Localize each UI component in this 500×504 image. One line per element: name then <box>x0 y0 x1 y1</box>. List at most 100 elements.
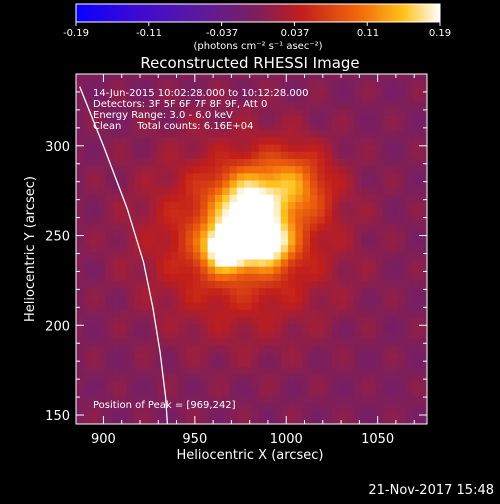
heatmap-pixel <box>200 187 209 195</box>
heatmap-pixel <box>324 244 333 253</box>
heatmap-pixel <box>119 301 128 310</box>
heatmap-pixel <box>266 316 275 325</box>
heatmap-pixel <box>368 100 377 109</box>
heatmap-pixel <box>361 380 370 389</box>
heatmap-pixel <box>310 179 318 188</box>
heatmap-pixel <box>214 402 223 411</box>
heatmap-pixel <box>331 337 340 346</box>
heatmap-pixel <box>119 129 128 138</box>
heatmap-pixel <box>397 388 406 396</box>
heatmap-pixel <box>236 74 245 80</box>
heatmap-pixel <box>324 108 333 116</box>
heatmap-pixel <box>163 330 172 339</box>
heatmap-pixel <box>105 388 114 396</box>
heatmap-pixel <box>383 122 392 131</box>
heatmap-pixel <box>83 395 92 404</box>
heatmap-pixel <box>412 230 421 238</box>
heatmap-pixel <box>207 380 216 389</box>
heatmap-pixel <box>266 100 275 109</box>
heatmap-pixel <box>163 194 172 203</box>
heatmap-pixel <box>280 136 289 145</box>
heatmap-pixel <box>119 79 128 88</box>
heatmap-pixel <box>178 79 187 88</box>
heatmap-pixel <box>273 108 282 116</box>
heatmap-pixel <box>273 115 282 124</box>
heatmap-pixel <box>419 373 427 382</box>
heatmap-pixel <box>163 158 172 167</box>
heatmap-pixel <box>119 287 128 296</box>
heatmap-pixel <box>324 144 333 152</box>
heatmap-pixel <box>317 237 326 246</box>
heatmap-pixel <box>119 294 128 303</box>
heatmap-pixel <box>105 330 114 339</box>
heatmap-pixel <box>112 215 121 224</box>
heatmap-pixel <box>76 158 84 167</box>
heatmap-pixel <box>207 74 216 80</box>
heatmap-pixel <box>258 129 267 138</box>
heatmap-pixel <box>339 380 348 389</box>
heatmap-pixel <box>193 208 201 217</box>
heatmap-pixel <box>375 280 384 289</box>
heatmap-pixel <box>163 409 172 418</box>
heatmap-pixel <box>76 108 84 116</box>
heatmap-pixel <box>288 215 296 224</box>
heatmap-pixel <box>163 237 172 246</box>
heatmap-pixel <box>105 230 114 238</box>
heatmap-pixel <box>412 258 421 267</box>
heatmap-pixel <box>76 74 84 80</box>
heatmap-pixel <box>331 359 340 368</box>
heatmap-pixel <box>236 172 245 181</box>
heatmap-pixel <box>375 115 384 124</box>
heatmap-pixel <box>310 108 318 116</box>
heatmap-pixel <box>405 309 413 317</box>
heatmap-pixel <box>127 309 136 317</box>
heatmap-pixel <box>156 93 165 102</box>
heatmap-pixel <box>229 100 238 109</box>
heatmap-pixel <box>390 409 399 418</box>
x-tick-label: 1050 <box>361 432 394 447</box>
heatmap-pixel <box>222 86 231 95</box>
heatmap-pixel <box>324 402 333 411</box>
heatmap-pixel <box>280 93 289 102</box>
heatmap-pixel <box>236 86 245 95</box>
heatmap-pixel <box>353 309 362 317</box>
heatmap-pixel <box>214 316 223 325</box>
heatmap-pixel <box>405 352 413 360</box>
heatmap-pixel <box>361 93 370 102</box>
heatmap-pixel <box>149 266 158 274</box>
heatmap-pixel <box>331 309 340 317</box>
heatmap-pixel <box>258 115 267 124</box>
heatmap-pixel <box>295 74 304 80</box>
heatmap-pixel <box>97 388 106 396</box>
heatmap-pixel <box>324 151 333 159</box>
heatmap-pixel <box>405 144 413 152</box>
heatmap-pixel <box>317 222 326 231</box>
heatmap-pixel <box>397 194 406 203</box>
heatmap-pixel <box>251 352 260 360</box>
heatmap-pixel <box>412 237 421 246</box>
heatmap-pixel <box>141 79 150 88</box>
heatmap-pixel <box>156 309 165 317</box>
heatmap-pixel <box>163 273 172 282</box>
heatmap-pixel <box>280 86 289 95</box>
heatmap-pixel <box>405 129 413 138</box>
heatmap-pixel <box>346 330 355 339</box>
heatmap-pixel <box>361 122 370 131</box>
heatmap-pixel <box>375 86 384 95</box>
heatmap-pixel <box>331 380 340 389</box>
heatmap-pixel <box>324 222 333 231</box>
heatmap-pixel <box>200 74 209 80</box>
heatmap-pixel <box>171 345 179 353</box>
heatmap-pixel <box>346 151 355 159</box>
heatmap-pixel <box>368 251 377 260</box>
heatmap-pixel <box>127 237 136 246</box>
heatmap-pixel <box>141 115 150 124</box>
heatmap-pixel <box>258 352 267 360</box>
heatmap-pixel <box>76 352 84 360</box>
heatmap-pixel <box>339 122 348 131</box>
heatmap-pixel <box>141 380 150 389</box>
heatmap-pixel <box>127 208 136 217</box>
heatmap-pixel <box>339 251 348 260</box>
heatmap-pixel <box>214 158 223 167</box>
heatmap-pixel <box>368 416 377 424</box>
